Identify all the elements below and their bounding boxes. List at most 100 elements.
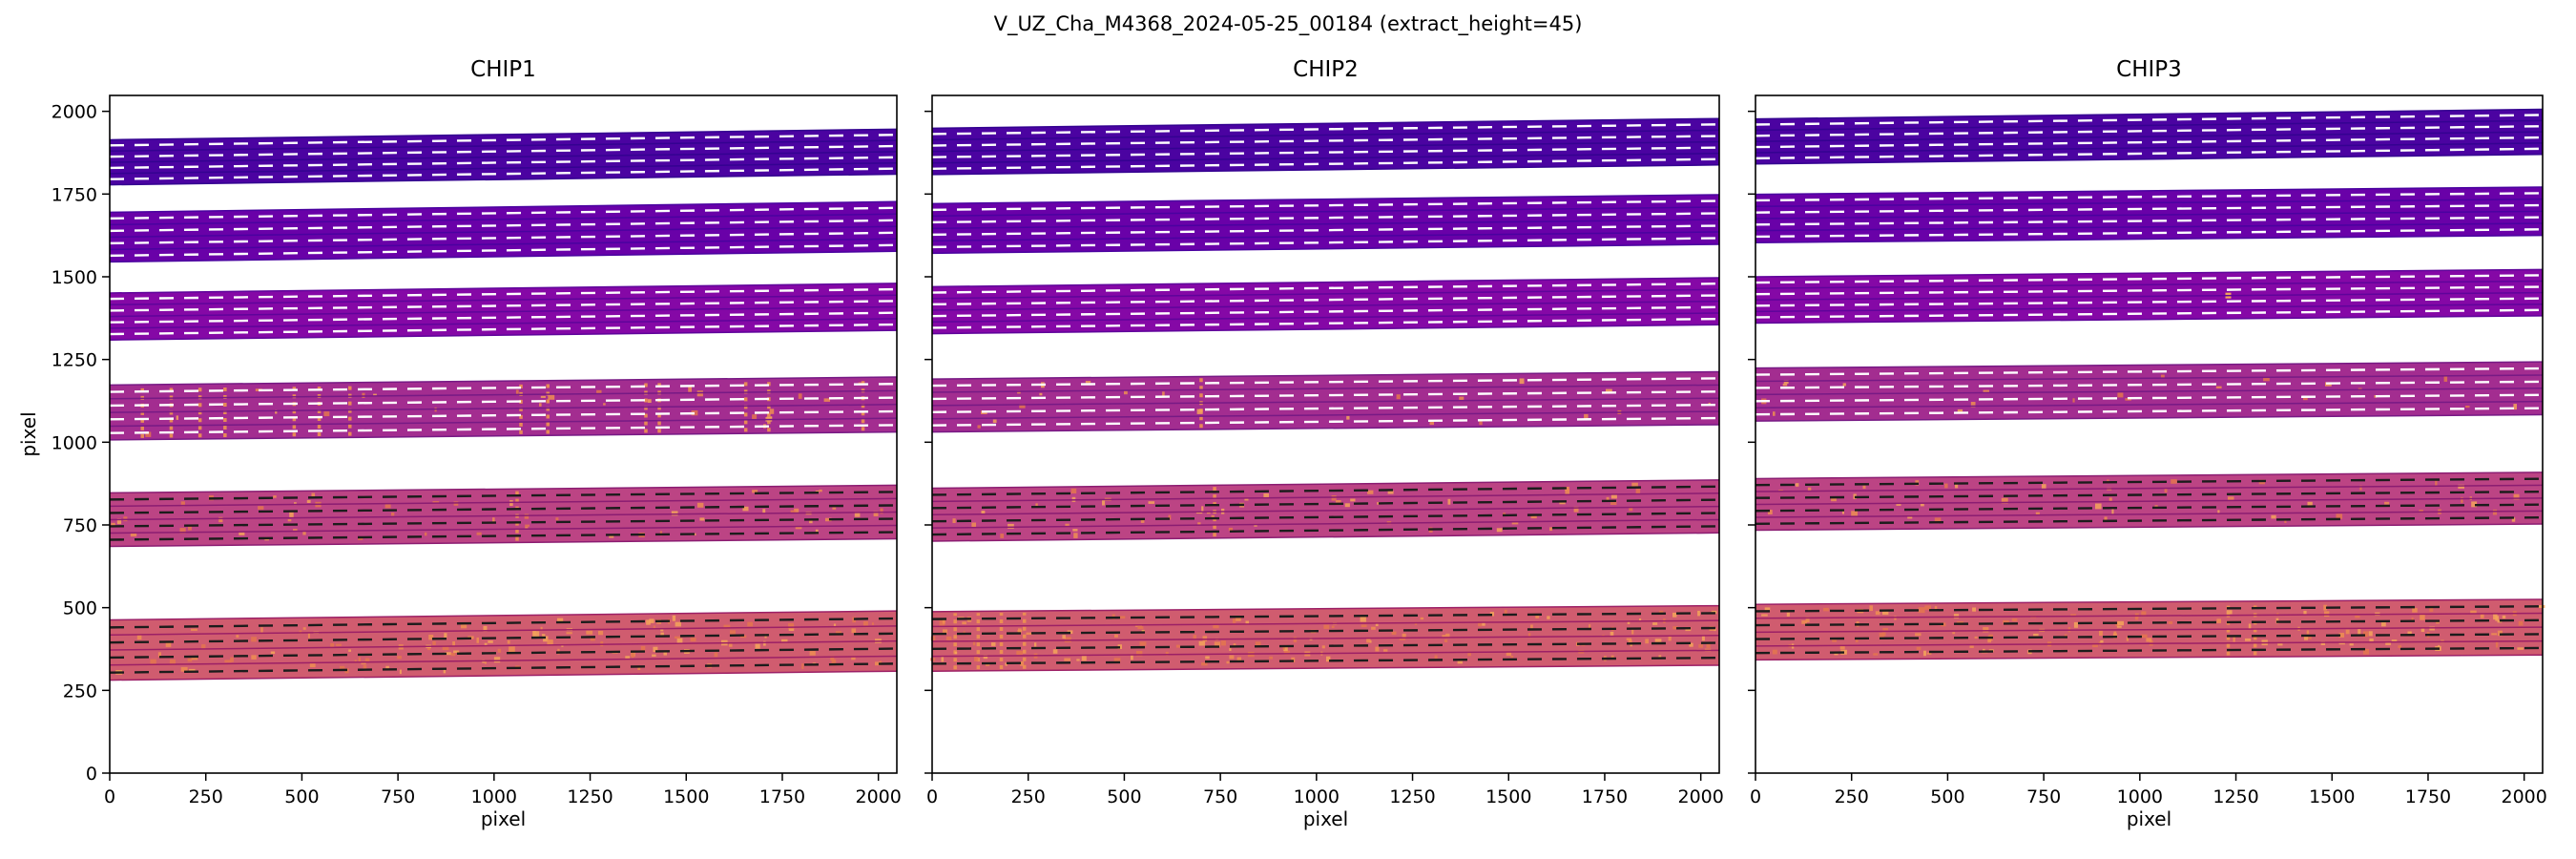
speckle bbox=[1519, 378, 1525, 385]
speckle bbox=[981, 511, 986, 515]
speckle bbox=[1387, 491, 1394, 494]
speckle bbox=[1236, 657, 1241, 662]
speckle bbox=[302, 531, 306, 535]
speckle bbox=[188, 524, 192, 531]
order-trace-line bbox=[1755, 216, 2544, 226]
speckle bbox=[2116, 625, 2122, 628]
speckle bbox=[1547, 616, 1550, 619]
speckle bbox=[2226, 610, 2233, 615]
speckle bbox=[986, 663, 990, 666]
x-tick-label: 1750 bbox=[1582, 786, 1628, 807]
speckle bbox=[1841, 511, 1844, 514]
speckle bbox=[972, 641, 976, 646]
speckle bbox=[1039, 392, 1043, 396]
order-trace-line bbox=[1755, 407, 2544, 416]
extraction-window-edge bbox=[109, 389, 898, 400]
speckle bbox=[794, 508, 800, 514]
order-trace-line bbox=[109, 167, 898, 180]
speckle bbox=[1969, 645, 1974, 648]
speckle bbox=[2126, 637, 2129, 641]
extraction-window-edge bbox=[1755, 654, 2544, 661]
speckle bbox=[561, 644, 564, 647]
speckle bbox=[1934, 517, 1942, 523]
speckle bbox=[275, 409, 278, 414]
speckle bbox=[992, 419, 997, 423]
x-tick-label: 1750 bbox=[759, 786, 805, 807]
speckle bbox=[191, 658, 198, 660]
order-trace-line bbox=[109, 300, 898, 312]
speckle bbox=[1530, 514, 1537, 519]
speckle bbox=[696, 390, 703, 397]
speckle bbox=[1391, 631, 1397, 635]
speckle bbox=[762, 509, 766, 514]
y-tick-label: 2000 bbox=[52, 102, 97, 123]
extraction-window-edge bbox=[1755, 612, 2544, 619]
speckle bbox=[1698, 644, 1704, 648]
speckle bbox=[2215, 386, 2222, 388]
extraction-window-edge bbox=[1755, 119, 2544, 132]
speckle bbox=[675, 636, 681, 639]
x-tick-label: 0 bbox=[104, 786, 115, 807]
speckle bbox=[871, 622, 874, 625]
order-trace-line bbox=[1755, 367, 2544, 376]
speckle bbox=[476, 532, 482, 535]
speckle bbox=[1214, 641, 1220, 647]
speckle bbox=[2411, 617, 2414, 622]
speckle bbox=[2001, 497, 2008, 504]
speckle bbox=[1283, 646, 1288, 652]
speckle bbox=[1504, 609, 1507, 615]
extraction-window-edge bbox=[931, 424, 1720, 433]
speckle bbox=[1019, 404, 1026, 409]
extraction-window-edge bbox=[931, 129, 1720, 141]
speckle bbox=[2095, 503, 2102, 510]
speckle bbox=[790, 510, 796, 513]
order-trace-line bbox=[1755, 633, 2544, 640]
x-tick-label: 250 bbox=[189, 786, 223, 807]
speckle bbox=[1627, 621, 1631, 624]
order-trace-line bbox=[1755, 503, 2544, 513]
extraction-window-edge bbox=[1755, 484, 2544, 492]
speckle bbox=[1434, 655, 1438, 660]
speckle bbox=[2492, 509, 2498, 515]
extraction-window-edge bbox=[109, 161, 898, 175]
speckle bbox=[1168, 514, 1172, 520]
speckle bbox=[730, 630, 736, 635]
speckle bbox=[631, 652, 634, 659]
subplot-chip2: 0 250 500 750 1000 1250 1500 1750 2000 bbox=[924, 94, 1724, 807]
speckle bbox=[111, 522, 115, 527]
order-trace-line bbox=[931, 212, 1720, 224]
speckle bbox=[2304, 635, 2309, 640]
speckle bbox=[1229, 655, 1235, 660]
extraction-window-edge bbox=[1755, 142, 2544, 154]
speckle bbox=[1444, 639, 1448, 642]
order-trace-line bbox=[931, 403, 1720, 413]
speckle bbox=[1842, 383, 1846, 387]
order-trace-line bbox=[931, 294, 1720, 306]
speckle bbox=[424, 532, 427, 536]
speckle bbox=[444, 633, 447, 639]
speckle bbox=[1628, 639, 1632, 644]
order-trace-line bbox=[931, 390, 1720, 401]
extraction-window-edge bbox=[109, 151, 898, 163]
extraction-window-edge bbox=[109, 376, 898, 387]
extraction-window-edge bbox=[1755, 471, 2544, 480]
speckle bbox=[525, 526, 529, 530]
speckle bbox=[2465, 406, 2470, 409]
speckle bbox=[688, 386, 692, 392]
extraction-window-edge bbox=[931, 324, 1720, 335]
speckle bbox=[590, 636, 595, 641]
speckle bbox=[1506, 651, 1512, 656]
speckle bbox=[1035, 503, 1038, 508]
speckle bbox=[1635, 489, 1641, 494]
y-tick-label: 1000 bbox=[52, 432, 97, 453]
speckle bbox=[1761, 614, 1768, 617]
speckle bbox=[1631, 482, 1638, 488]
speckle bbox=[1983, 627, 1989, 633]
speckle bbox=[1429, 421, 1434, 426]
speckle bbox=[1321, 645, 1325, 649]
order-trace-line bbox=[1755, 203, 2544, 214]
order-trace-line bbox=[931, 612, 1720, 620]
speckle bbox=[2385, 642, 2391, 645]
speckle bbox=[443, 668, 447, 674]
speckle bbox=[364, 658, 370, 662]
